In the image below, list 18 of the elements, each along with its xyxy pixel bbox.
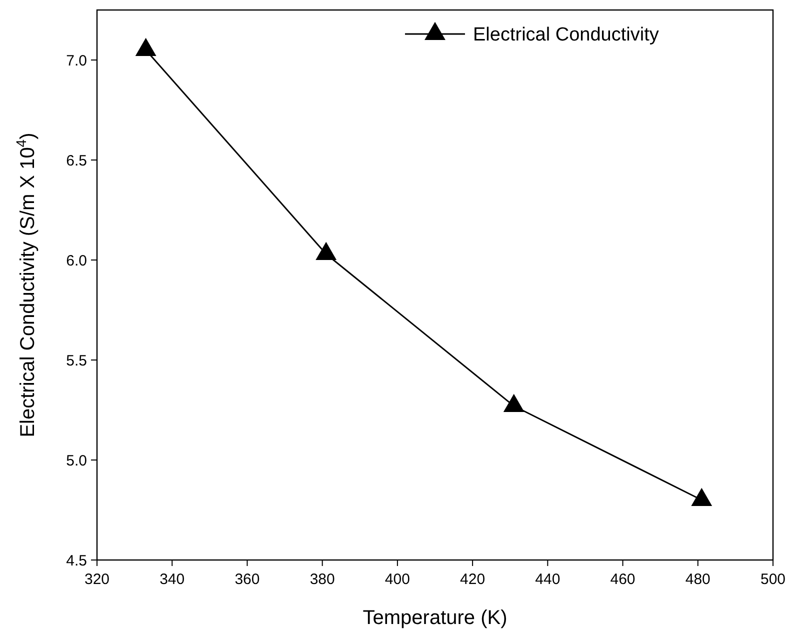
y-tick-label: 5.5 — [66, 352, 87, 370]
x-tick-label: 460 — [610, 571, 636, 588]
x-tick-label: 380 — [310, 571, 335, 588]
x-tick-label: 400 — [384, 571, 410, 588]
x-tick-label: 480 — [685, 571, 710, 588]
x-tick-label: 360 — [234, 571, 260, 588]
y-tick-label: 7.0 — [66, 52, 87, 70]
x-axis-title: Temperature (K) — [362, 607, 508, 629]
x-tick-label: 320 — [84, 571, 110, 588]
y-tick-label: 4.5 — [66, 552, 87, 570]
y-tick-label: 6.0 — [66, 252, 87, 270]
y-tick-label: 5.0 — [66, 452, 87, 470]
x-tick-label: 420 — [460, 571, 486, 588]
y-tick-label: 6.5 — [66, 152, 87, 170]
x-tick-label: 440 — [535, 571, 560, 588]
legend-label: Electrical Conductivity — [473, 24, 660, 46]
x-tick-label: 500 — [760, 571, 786, 588]
x-tick-label: 340 — [160, 571, 185, 588]
